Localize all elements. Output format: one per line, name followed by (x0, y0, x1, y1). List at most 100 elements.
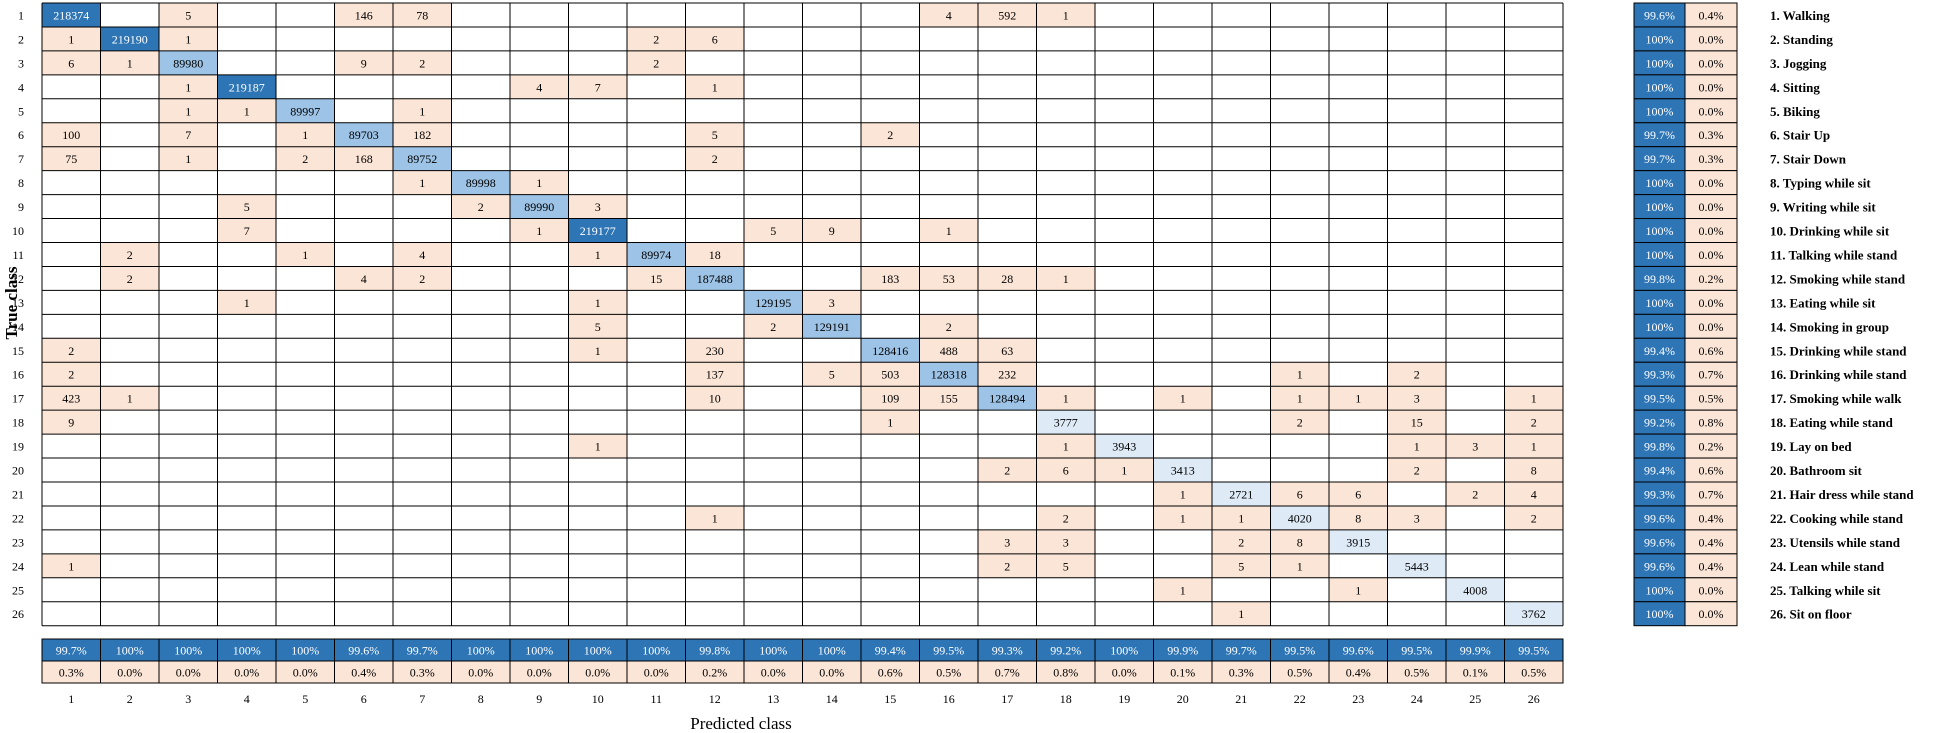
matrix-cell (217, 98, 276, 123)
matrix-cell (1153, 386, 1212, 411)
col-tick-label: 20 (1177, 692, 1189, 706)
matrix-cell (1329, 529, 1388, 554)
row-labels: 1234567891011121314151617181920212223242… (12, 8, 24, 621)
cell-value: 4020 (1288, 511, 1312, 525)
matrix-cell (744, 290, 803, 315)
class-name: 7. Stair Down (1770, 152, 1847, 167)
row-miss-value: 0.7% (1699, 368, 1724, 382)
col-tick-label: 11 (650, 692, 662, 706)
y-axis-label: True class (2, 266, 21, 339)
matrix-cell (1270, 482, 1329, 506)
cell-value: 128494 (989, 392, 1025, 406)
matrix-cell (510, 218, 569, 243)
matrix-cell (568, 218, 627, 243)
cell-value: 2 (127, 248, 133, 262)
col-error-value: 0.0% (761, 666, 786, 680)
matrix-cell (685, 386, 744, 411)
x-axis-label: Predicted class (690, 714, 792, 733)
class-name: 20. Bathroom sit (1770, 463, 1863, 478)
col-error-value: 0.6% (878, 666, 903, 680)
cell-value: 146 (355, 8, 373, 22)
matrix-cell (802, 362, 861, 387)
cell-value: 1 (595, 296, 601, 310)
col-error-value: 0.5% (936, 666, 961, 680)
row-tick-label: 5 (18, 104, 24, 118)
col-error-value: 0.4% (1346, 666, 1371, 680)
cell-value: 1 (712, 80, 718, 94)
cell-value: 6 (1063, 464, 1069, 478)
col-tick-label: 23 (1352, 692, 1364, 706)
cell-value: 5 (770, 224, 776, 238)
matrix-cell (1036, 434, 1095, 459)
cell-value: 5 (829, 368, 835, 382)
row-miss-value: 0.0% (1699, 296, 1724, 310)
class-name: 25. Talking while sit (1770, 583, 1881, 598)
matrix-cell (919, 266, 978, 291)
matrix-cell (276, 242, 335, 267)
cell-value: 1 (1414, 440, 1420, 454)
col-precision-value: 100% (291, 644, 319, 658)
class-name: 5. Biking (1770, 104, 1820, 119)
col-tick-label: 2 (127, 692, 133, 706)
cell-value: 89997 (290, 104, 320, 118)
cell-value: 2721 (1229, 487, 1253, 501)
col-tick-label: 13 (767, 692, 779, 706)
cell-value: 3777 (1054, 416, 1078, 430)
cell-value: 89990 (524, 200, 554, 214)
matrix-cell (1153, 482, 1212, 506)
cell-value: 129195 (755, 296, 791, 310)
col-error-value: 0.3% (59, 666, 84, 680)
row-recall-value: 99.8% (1644, 272, 1675, 286)
cell-value: 1 (1297, 559, 1303, 573)
cell-value: 1 (1063, 440, 1069, 454)
matrix-cell (1329, 482, 1388, 506)
matrix-cell (685, 74, 744, 99)
cell-value: 2 (653, 56, 659, 70)
cell-value: 6 (712, 32, 718, 46)
row-tick-label: 23 (12, 535, 24, 549)
matrix-grid (41, 2, 1564, 627)
class-name: 1. Walking (1770, 8, 1830, 23)
row-recall-value: 100% (1646, 296, 1674, 310)
matrix-cell (217, 218, 276, 243)
matrix-cell (159, 26, 218, 51)
matrix-cell (1446, 482, 1505, 506)
row-tick-label: 17 (12, 392, 24, 406)
cell-value: 3 (1004, 535, 1010, 549)
matrix-cell (42, 410, 101, 435)
matrix-cell (1036, 553, 1095, 578)
row-miss-value: 0.4% (1699, 535, 1724, 549)
matrix-cell (276, 122, 335, 147)
cell-value: 219187 (229, 80, 265, 94)
matrix-cell (334, 146, 393, 171)
cell-value: 1 (1297, 392, 1303, 406)
cell-value: 1 (127, 392, 133, 406)
matrix-cell (42, 362, 101, 387)
cell-value: 1 (946, 224, 952, 238)
matrix-cell (978, 338, 1037, 363)
col-labels: 1 2 3 4 5 6 7 8 9 10 11 12 13 14 15 16 17 18 19 20 21 22 23 24 2… (68, 692, 1540, 706)
row-recall-value: 100% (1646, 80, 1674, 94)
col-precision-value: 100% (233, 644, 261, 658)
class-name: 3. Jogging (1770, 56, 1827, 71)
matrix-cell (1504, 410, 1563, 435)
row-recall-value: 100% (1646, 56, 1674, 70)
col-tick-label: 24 (1411, 692, 1423, 706)
col-tick-label: 25 (1469, 692, 1481, 706)
class-name: 9. Writing while sit (1770, 200, 1876, 215)
row-recall-value: 100% (1646, 200, 1674, 214)
cell-value: 4008 (1463, 583, 1487, 597)
row-recall-value: 99.6% (1644, 8, 1675, 22)
matrix-cell (685, 146, 744, 171)
cell-value: 488 (940, 344, 958, 358)
cell-value: 9 (68, 416, 74, 430)
matrix-cell (861, 338, 920, 363)
row-miss-value: 0.0% (1699, 607, 1724, 621)
cell-value: 1 (185, 104, 191, 118)
col-error-value: 0.1% (1463, 666, 1488, 680)
matrix-cell (685, 26, 744, 51)
cell-value: 2 (478, 200, 484, 214)
matrix-cell (159, 98, 218, 123)
row-tick-label: 26 (12, 607, 24, 621)
